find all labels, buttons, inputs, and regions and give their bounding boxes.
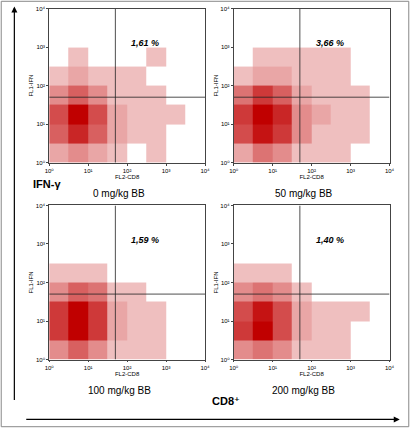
svg-text:0 mg/kg BB: 0 mg/kg BB	[93, 188, 145, 199]
svg-text:10⁴: 10⁴	[200, 365, 210, 371]
svg-text:10⁴: 10⁴	[200, 168, 210, 174]
svg-text:10¹: 10¹	[36, 318, 45, 324]
svg-text:10⁰: 10⁰	[45, 365, 55, 371]
svg-text:FL2-CD8: FL2-CD8	[115, 174, 140, 180]
svg-text:10²: 10²	[307, 168, 316, 174]
svg-text:10³: 10³	[162, 365, 171, 371]
svg-text:FL1-IFN: FL1-IFN	[213, 75, 219, 97]
svg-text:10²: 10²	[36, 83, 45, 89]
svg-text:10²: 10²	[307, 365, 316, 371]
svg-text:10²: 10²	[123, 168, 132, 174]
svg-text:10¹: 10¹	[268, 365, 277, 371]
svg-text:1,59 %: 1,59 %	[131, 235, 159, 245]
svg-text:10⁰: 10⁰	[36, 160, 46, 166]
svg-text:FL1-IFN: FL1-IFN	[213, 271, 219, 293]
svg-text:10⁴: 10⁴	[220, 203, 230, 209]
svg-text:10²: 10²	[36, 280, 45, 286]
svg-text:10⁴: 10⁴	[36, 6, 46, 12]
svg-text:10³: 10³	[36, 44, 45, 50]
svg-text:FL2-CD8: FL2-CD8	[115, 371, 140, 377]
svg-text:10¹: 10¹	[268, 168, 277, 174]
svg-text:10¹: 10¹	[84, 168, 93, 174]
svg-text:200 mg/kg BB: 200 mg/kg BB	[272, 385, 335, 396]
svg-text:10³: 10³	[221, 241, 230, 247]
svg-text:1,61 %: 1,61 %	[131, 38, 159, 48]
svg-text:10³: 10³	[162, 168, 171, 174]
svg-text:10⁰: 10⁰	[229, 168, 239, 174]
svg-text:10²: 10²	[221, 280, 230, 286]
svg-text:1,40 %: 1,40 %	[316, 235, 344, 245]
svg-text:10¹: 10¹	[221, 121, 230, 127]
svg-text:CD8⁺: CD8⁺	[212, 395, 240, 407]
svg-text:10³: 10³	[221, 44, 230, 50]
svg-text:100 mg/kg BB: 100 mg/kg BB	[88, 385, 151, 396]
svg-text:10³: 10³	[346, 168, 355, 174]
svg-text:10⁰: 10⁰	[221, 160, 231, 166]
svg-text:10¹: 10¹	[36, 121, 45, 127]
svg-text:10²: 10²	[123, 365, 132, 371]
svg-text:10⁴: 10⁴	[36, 203, 46, 209]
svg-text:10⁴: 10⁴	[220, 6, 230, 12]
svg-text:10³: 10³	[36, 241, 45, 247]
svg-text:10²: 10²	[221, 83, 230, 89]
svg-text:10¹: 10¹	[84, 365, 93, 371]
svg-text:3,66 %: 3,66 %	[316, 38, 344, 48]
svg-text:10⁴: 10⁴	[385, 168, 395, 174]
svg-text:10⁰: 10⁰	[45, 168, 55, 174]
svg-text:FL2-CD8: FL2-CD8	[299, 371, 324, 377]
svg-text:10³: 10³	[346, 365, 355, 371]
svg-text:10⁴: 10⁴	[385, 365, 395, 371]
svg-text:FL1-IFN: FL1-IFN	[28, 271, 34, 293]
svg-text:FL1-IFN: FL1-IFN	[28, 75, 34, 97]
svg-text:10⁰: 10⁰	[36, 357, 46, 363]
svg-text:10⁰: 10⁰	[221, 357, 231, 363]
svg-text:10⁰: 10⁰	[229, 365, 239, 371]
svg-text:10¹: 10¹	[221, 318, 230, 324]
svg-text:IFN-γ: IFN-γ	[33, 178, 61, 190]
svg-text:FL2-CD8: FL2-CD8	[299, 174, 324, 180]
svg-text:50 mg/kg BB: 50 mg/kg BB	[275, 188, 333, 199]
